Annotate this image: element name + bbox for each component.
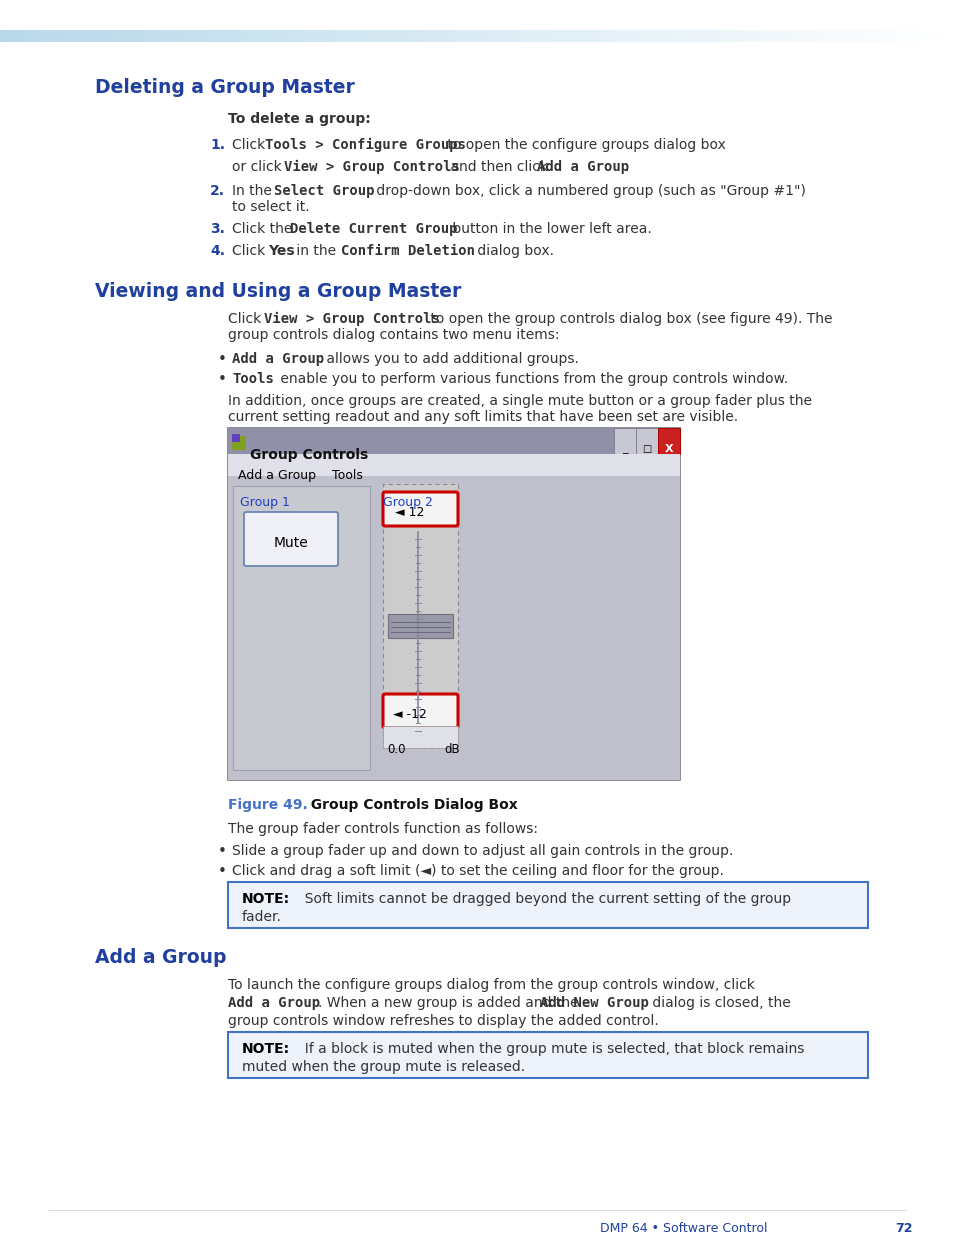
Text: to open the configure groups dialog box: to open the configure groups dialog box <box>442 138 725 152</box>
Text: Tools: Tools <box>232 372 274 387</box>
Text: Tools > Configure Groups: Tools > Configure Groups <box>265 138 465 152</box>
Text: Group 1: Group 1 <box>240 496 290 509</box>
Text: allows you to add additional groups.: allows you to add additional groups. <box>322 352 578 366</box>
Text: NOTE:: NOTE: <box>242 1042 290 1056</box>
Bar <box>228 454 679 475</box>
Text: ◄ -12: ◄ -12 <box>393 709 426 721</box>
Text: Soft limits cannot be dragged beyond the current setting of the group: Soft limits cannot be dragged beyond the… <box>295 892 790 906</box>
Text: To launch the configure groups dialog from the group controls window, click: To launch the configure groups dialog fr… <box>228 978 754 992</box>
Bar <box>658 429 679 454</box>
Text: Viewing and Using a Group Master: Viewing and Using a Group Master <box>95 282 461 301</box>
Bar <box>382 726 457 748</box>
Text: dialog is closed, the: dialog is closed, the <box>647 995 790 1010</box>
Text: Yes: Yes <box>268 245 294 258</box>
Text: 2.: 2. <box>210 184 225 198</box>
Bar <box>232 433 240 442</box>
Text: Mute: Mute <box>274 536 308 550</box>
FancyBboxPatch shape <box>382 694 457 727</box>
Text: •: • <box>218 844 227 860</box>
Text: Add a Group    Tools: Add a Group Tools <box>237 469 362 482</box>
Bar <box>228 475 679 781</box>
Text: If a block is muted when the group mute is selected, that block remains: If a block is muted when the group mute … <box>295 1042 803 1056</box>
Text: Click and drag a soft limit (◄) to set the ceiling and floor for the group.: Click and drag a soft limit (◄) to set t… <box>232 864 723 878</box>
Text: Click the: Click the <box>232 222 296 236</box>
Text: Click: Click <box>232 245 270 258</box>
Bar <box>228 882 867 927</box>
Text: . When a new group is added and the: . When a new group is added and the <box>317 995 582 1010</box>
Text: The group fader controls function as follows:: The group fader controls function as fol… <box>228 823 537 836</box>
Text: •: • <box>218 352 227 367</box>
Text: 4.: 4. <box>210 245 225 258</box>
Text: drop-down box, click a numbered group (such as "Group #1"): drop-down box, click a numbered group (s… <box>372 184 805 198</box>
Text: •: • <box>218 864 227 879</box>
Bar <box>228 1032 867 1078</box>
Text: _: _ <box>621 445 627 454</box>
Text: X: X <box>664 445 673 454</box>
FancyBboxPatch shape <box>244 513 337 566</box>
Text: to open the group controls dialog box (see figure 49). The: to open the group controls dialog box (s… <box>426 312 832 326</box>
Text: or click: or click <box>232 161 286 174</box>
Text: Select Group: Select Group <box>274 184 375 198</box>
Text: Confirm Deletion: Confirm Deletion <box>340 245 475 258</box>
Text: 72: 72 <box>894 1221 911 1235</box>
Text: Add New Group: Add New Group <box>539 995 648 1010</box>
Text: Figure 49.: Figure 49. <box>228 798 308 811</box>
Text: .: . <box>624 161 629 174</box>
Text: In addition, once groups are created, a single mute button or a group fader plus: In addition, once groups are created, a … <box>228 394 811 408</box>
Text: Delete Current Group: Delete Current Group <box>290 222 457 236</box>
Text: muted when the group mute is released.: muted when the group mute is released. <box>242 1060 524 1074</box>
Text: dB: dB <box>443 743 459 756</box>
FancyBboxPatch shape <box>382 492 457 526</box>
Text: DMP 64 • Software Control: DMP 64 • Software Control <box>599 1221 767 1235</box>
Bar <box>232 436 246 450</box>
Text: fader.: fader. <box>242 910 281 924</box>
Text: 3.: 3. <box>210 222 225 236</box>
Text: enable you to perform various functions from the group controls window.: enable you to perform various functions … <box>275 372 787 387</box>
Text: button in the lower left area.: button in the lower left area. <box>448 222 651 236</box>
Text: View > Group Controls: View > Group Controls <box>284 161 459 174</box>
Text: In the: In the <box>232 184 276 198</box>
Text: and then click: and then click <box>446 161 552 174</box>
Bar <box>382 484 457 748</box>
Text: Group 2: Group 2 <box>382 496 433 509</box>
Text: Click: Click <box>232 138 270 152</box>
Text: Group Controls: Group Controls <box>250 448 368 462</box>
Bar <box>228 429 679 454</box>
Bar <box>228 429 679 781</box>
Text: Deleting a Group Master: Deleting a Group Master <box>95 78 355 98</box>
Text: group controls window refreshes to display the added control.: group controls window refreshes to displ… <box>228 1014 659 1028</box>
Text: NOTE:: NOTE: <box>242 892 290 906</box>
Text: Add a Group: Add a Group <box>232 352 324 366</box>
Text: group controls dialog contains two menu items:: group controls dialog contains two menu … <box>228 329 558 342</box>
Text: ◄ 12: ◄ 12 <box>395 506 424 520</box>
Bar <box>233 487 370 769</box>
Text: View > Group Controls: View > Group Controls <box>264 312 439 326</box>
Text: Add a Group: Add a Group <box>537 161 628 174</box>
Text: current setting readout and any soft limits that have been set are visible.: current setting readout and any soft lim… <box>228 410 738 424</box>
Text: 1.: 1. <box>210 138 225 152</box>
Text: in the: in the <box>292 245 340 258</box>
Text: Add a Group: Add a Group <box>95 948 226 967</box>
Text: Add a Group: Add a Group <box>228 995 320 1010</box>
Text: Slide a group fader up and down to adjust all gain controls in the group.: Slide a group fader up and down to adjus… <box>232 844 733 858</box>
Text: •: • <box>218 372 227 387</box>
Text: dialog box.: dialog box. <box>473 245 554 258</box>
Bar <box>388 614 453 638</box>
Text: □: □ <box>641 445 651 454</box>
Text: Group Controls Dialog Box: Group Controls Dialog Box <box>301 798 517 811</box>
Bar <box>636 429 658 454</box>
Text: to select it.: to select it. <box>232 200 310 214</box>
Text: Click: Click <box>228 312 265 326</box>
Bar <box>614 429 636 454</box>
Text: 0.0: 0.0 <box>387 743 405 756</box>
Text: To delete a group:: To delete a group: <box>228 112 371 126</box>
